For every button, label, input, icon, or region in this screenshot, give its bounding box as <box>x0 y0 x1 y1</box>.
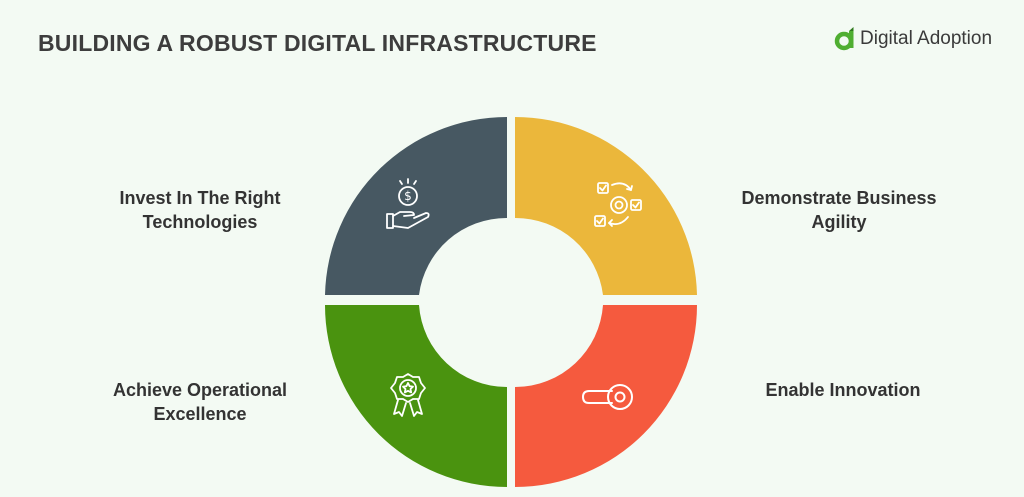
segment-invest-technologies <box>325 117 507 295</box>
label-line: Invest In The Right <box>119 188 281 208</box>
label-enable-innovation: Enable Innovation <box>723 378 963 402</box>
brand-logo: Digital Adoption <box>834 22 992 56</box>
segment-business-agility <box>515 116 697 295</box>
page-title: BUILDING A ROBUST DIGITAL INFRASTRUCTURE <box>38 30 597 56</box>
segment-enable-innovation <box>515 305 697 487</box>
award-badge-icon <box>390 373 426 417</box>
money-hand-icon: $ <box>386 178 430 229</box>
label-line: Demonstrate Business <box>741 188 937 208</box>
label-line: Achieve Operational <box>112 380 288 400</box>
agile-cycle-icon <box>594 182 642 227</box>
label-line: Agility <box>811 212 867 232</box>
segment-operational-excellence <box>325 305 507 487</box>
svg-text:$: $ <box>404 189 412 203</box>
label-line: Technologies <box>142 212 258 232</box>
toggle-switch-icon <box>582 384 633 410</box>
label-invest-technologies: Invest In The Right Technologies <box>80 186 320 234</box>
label-operational-excellence: Achieve Operational Excellence <box>80 378 320 426</box>
label-line: Enable Innovation <box>765 380 921 400</box>
digital-adoption-logo-icon <box>834 27 854 51</box>
brand-name: Digital Adoption <box>860 28 993 49</box>
label-line: Excellence <box>153 404 247 424</box>
label-business-agility: Demonstrate Business Agility <box>719 186 959 234</box>
